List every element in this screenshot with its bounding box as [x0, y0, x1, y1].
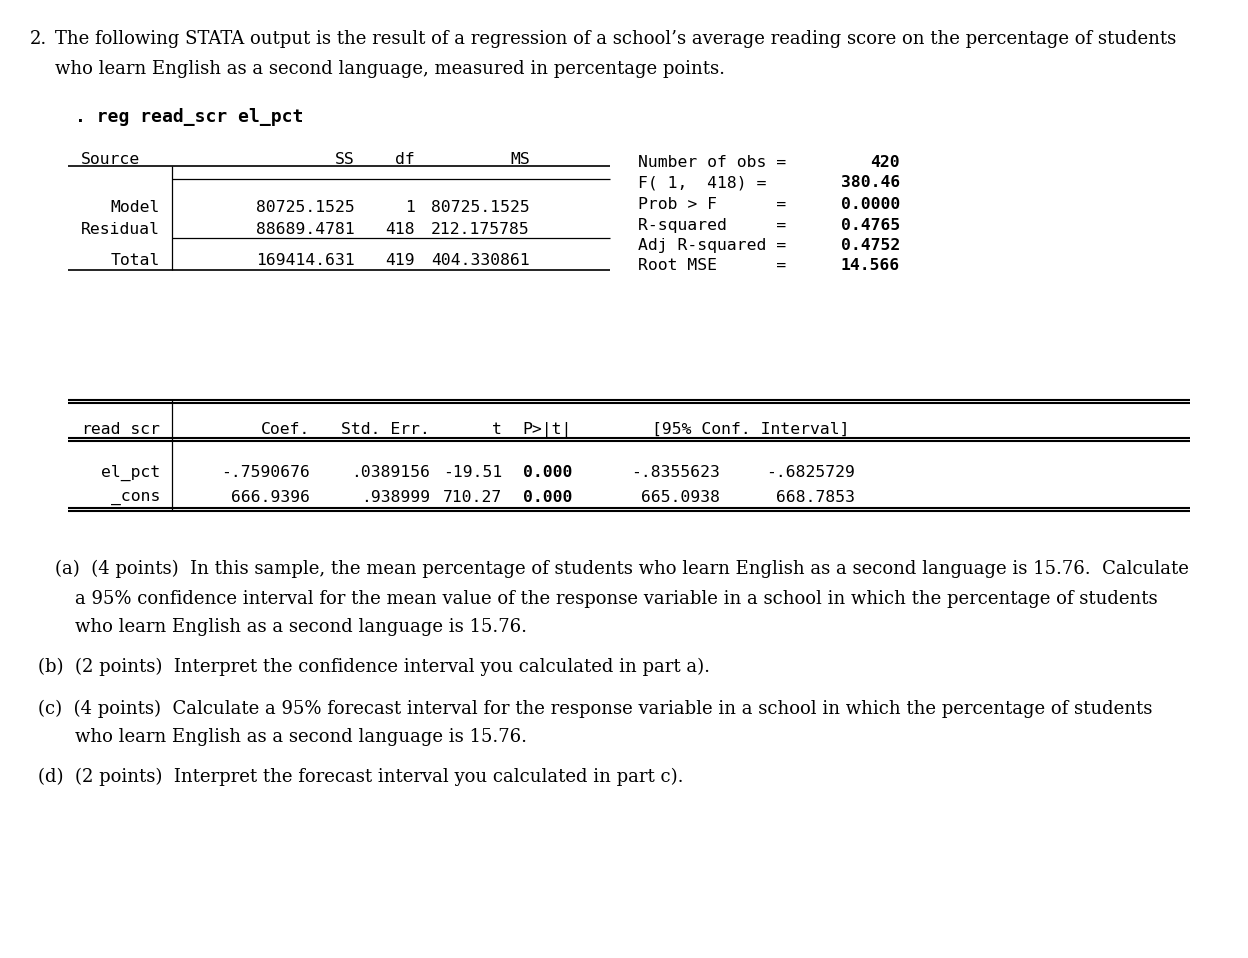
Text: 0.0000: 0.0000 — [841, 197, 900, 212]
Text: -.7590676: -.7590676 — [221, 465, 310, 480]
Text: 418: 418 — [386, 222, 416, 237]
Text: 420: 420 — [870, 155, 900, 170]
Text: 0.000: 0.000 — [523, 490, 572, 505]
Text: (d)  (2 points)  Interpret the forecast interval you calculated in part c).: (d) (2 points) Interpret the forecast in… — [37, 768, 684, 787]
Text: 0.000: 0.000 — [523, 465, 572, 480]
Text: Root MSE      =: Root MSE = — [638, 258, 786, 273]
Text: 380.46: 380.46 — [841, 175, 900, 190]
Text: 212.175785: 212.175785 — [432, 222, 530, 237]
Text: who learn English as a second language is 15.76.: who learn English as a second language i… — [75, 618, 527, 636]
Text: Adj R-squared =: Adj R-squared = — [638, 238, 786, 253]
Text: t: t — [492, 422, 502, 437]
Text: SS: SS — [336, 152, 354, 167]
Text: df: df — [396, 152, 416, 167]
Text: 404.330861: 404.330861 — [432, 253, 530, 268]
Text: Model: Model — [111, 200, 160, 215]
Text: Prob > F      =: Prob > F = — [638, 197, 786, 212]
Text: 169414.631: 169414.631 — [256, 253, 354, 268]
Text: read_scr: read_scr — [81, 422, 160, 438]
Text: 668.7853: 668.7853 — [776, 490, 855, 505]
Text: who learn English as a second language is 15.76.: who learn English as a second language i… — [75, 728, 527, 746]
Text: Std. Err.: Std. Err. — [341, 422, 431, 437]
Text: 419: 419 — [386, 253, 416, 268]
Text: 0.4765: 0.4765 — [841, 218, 900, 233]
Text: Total: Total — [111, 253, 160, 268]
Text: [95% Conf. Interval]: [95% Conf. Interval] — [653, 422, 850, 437]
Text: (a)  (4 points)  In this sample, the mean percentage of students who learn Engli: (a) (4 points) In this sample, the mean … — [55, 560, 1189, 579]
Text: el_pct: el_pct — [101, 465, 160, 481]
Text: 710.27: 710.27 — [443, 490, 502, 505]
Text: -.6825729: -.6825729 — [766, 465, 855, 480]
Text: .0389156: .0389156 — [351, 465, 431, 480]
Text: Coef.: Coef. — [261, 422, 310, 437]
Text: 0.4752: 0.4752 — [841, 238, 900, 253]
Text: P>|t|: P>|t| — [523, 422, 572, 438]
Text: R-squared     =: R-squared = — [638, 218, 786, 233]
Text: MS: MS — [510, 152, 530, 167]
Text: 14.566: 14.566 — [841, 258, 900, 273]
Text: Residual: Residual — [81, 222, 160, 237]
Text: Number of obs =: Number of obs = — [638, 155, 786, 170]
Text: -.8355623: -.8355623 — [631, 465, 720, 480]
Text: -19.51: -19.51 — [443, 465, 502, 480]
Text: _cons: _cons — [111, 490, 160, 505]
Text: 2.: 2. — [30, 30, 47, 48]
Text: F( 1,  418) =: F( 1, 418) = — [638, 175, 766, 190]
Text: who learn English as a second language, measured in percentage points.: who learn English as a second language, … — [55, 60, 725, 78]
Text: . reg read_scr el_pct: . reg read_scr el_pct — [75, 108, 303, 126]
Text: a 95% confidence interval for the mean value of the response variable in a schoo: a 95% confidence interval for the mean v… — [75, 590, 1158, 608]
Text: (b)  (2 points)  Interpret the confidence interval you calculated in part a).: (b) (2 points) Interpret the confidence … — [37, 658, 710, 676]
Text: 1: 1 — [406, 200, 416, 215]
Text: Source: Source — [81, 152, 140, 167]
Text: .938999: .938999 — [361, 490, 431, 505]
Text: 665.0938: 665.0938 — [641, 490, 720, 505]
Text: 666.9396: 666.9396 — [231, 490, 310, 505]
Text: The following STATA output is the result of a regression of a school’s average r: The following STATA output is the result… — [55, 30, 1177, 48]
Text: 80725.1525: 80725.1525 — [256, 200, 354, 215]
Text: (c)  (4 points)  Calculate a 95% forecast interval for the response variable in : (c) (4 points) Calculate a 95% forecast … — [37, 700, 1152, 718]
Text: 88689.4781: 88689.4781 — [256, 222, 354, 237]
Text: 80725.1525: 80725.1525 — [432, 200, 530, 215]
